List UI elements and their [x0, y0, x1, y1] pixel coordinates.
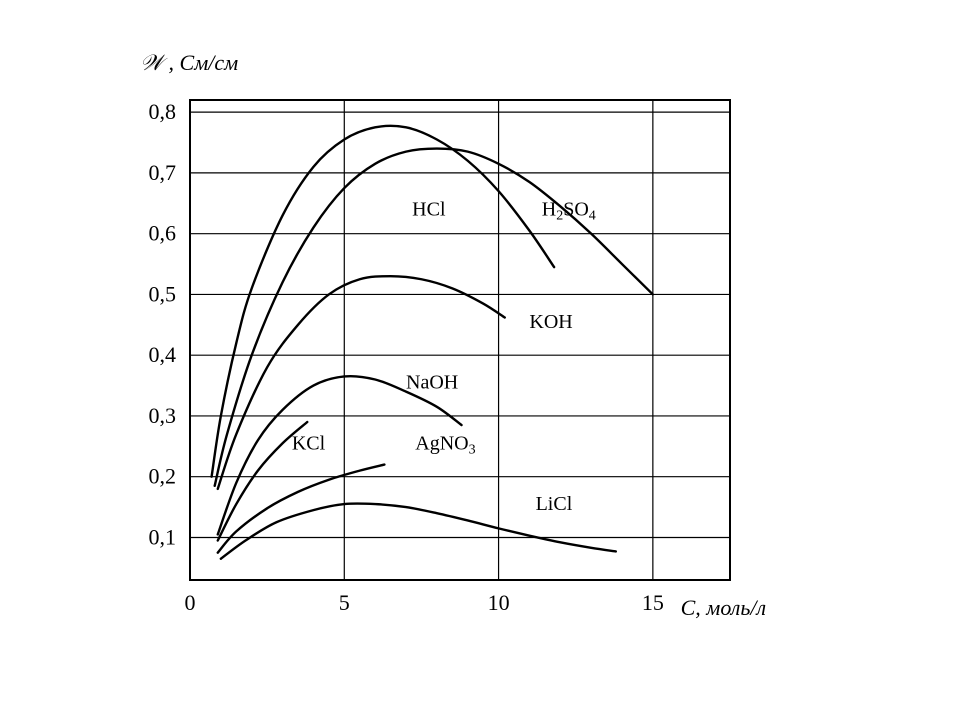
- series-label-licl: LiCl: [536, 493, 573, 515]
- x-axis-label: C, моль/л: [681, 595, 766, 620]
- x-tick-label: 5: [339, 590, 350, 615]
- series-label-kcl: KCl: [292, 432, 326, 454]
- conductivity-vs-concentration-chart: 0 5 10 15 0,1 0,2 0,3 0,4 0,5 0,6 0,7 0,8 𝒲 , См/см C…: [0, 0, 960, 720]
- series-label-h2so4: H2SO4: [542, 198, 596, 223]
- y-tick-label: 0,3: [149, 403, 177, 428]
- y-tick-label: 0,5: [149, 281, 177, 306]
- y-tick-label: 0,2: [149, 464, 177, 489]
- y-tick-label: 0,1: [149, 524, 177, 549]
- y-tick-label: 0,8: [149, 99, 177, 124]
- chart-background: [0, 0, 960, 720]
- x-tick-label: 10: [488, 590, 510, 615]
- y-tick-label: 0,7: [149, 160, 177, 185]
- y-tick-label: 0,4: [149, 342, 177, 367]
- series-label-hcl: HCl: [412, 198, 446, 220]
- x-tick-label: 15: [642, 590, 664, 615]
- x-tick-label: 0: [185, 590, 196, 615]
- series-label-agno3: AgNO3: [415, 432, 475, 457]
- y-tick-label: 0,6: [149, 221, 177, 246]
- y-axis-label: 𝒲 , См/см: [140, 50, 238, 75]
- series-label-koh: KOH: [529, 311, 572, 333]
- series-label-naoh: NaOH: [406, 372, 458, 394]
